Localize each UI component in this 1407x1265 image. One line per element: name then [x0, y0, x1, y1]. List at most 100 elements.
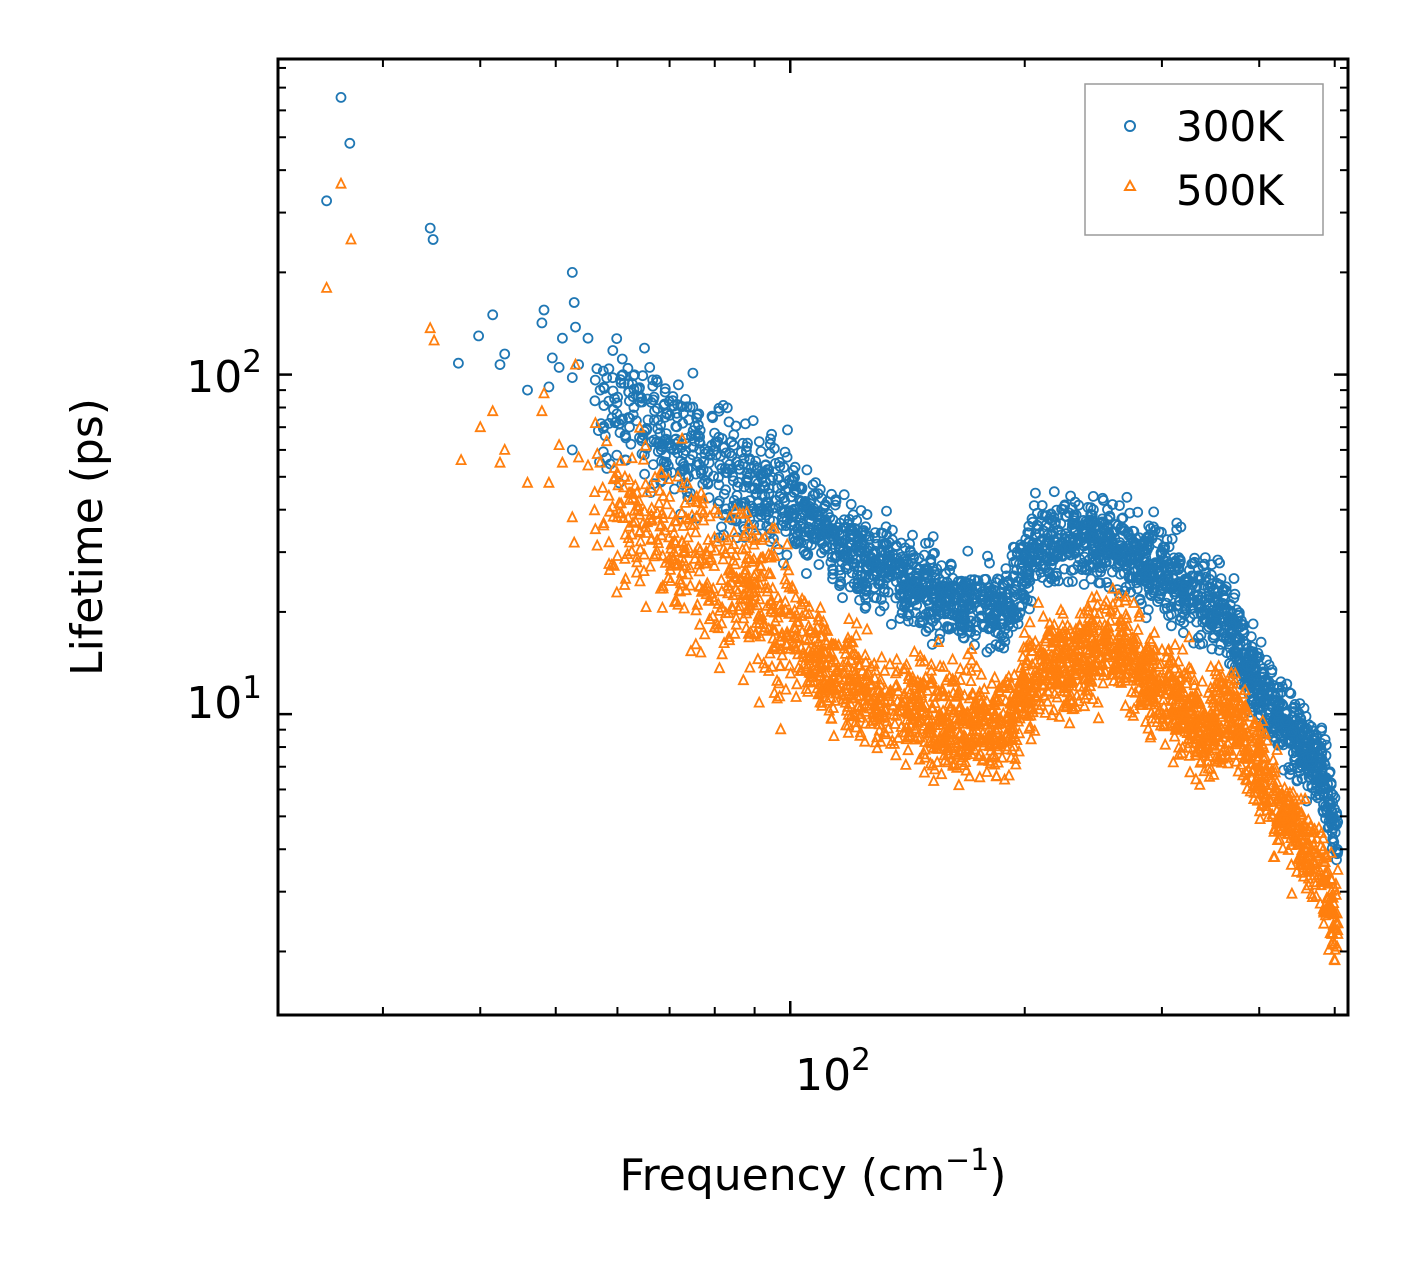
data-point-300k — [566, 266, 578, 278]
data-point-500k — [829, 693, 842, 706]
data-point-300k — [1255, 636, 1267, 648]
data-point-500k — [875, 650, 888, 663]
data-point-300k — [680, 393, 691, 405]
data-point-300k — [652, 414, 664, 426]
data-point-500k — [1148, 625, 1161, 638]
data-point-300k — [1107, 566, 1118, 578]
data-point-300k — [744, 482, 756, 494]
data-point-500k — [963, 769, 976, 782]
data-point-300k — [1318, 770, 1330, 782]
data-point-300k — [720, 503, 732, 515]
data-point-300k — [647, 394, 659, 406]
data-point-300k — [647, 374, 659, 386]
data-point-300k — [789, 461, 801, 473]
data-point-300k — [1247, 677, 1258, 688]
data-point-300k — [857, 580, 868, 592]
data-point-500k — [1183, 630, 1196, 643]
data-point-300k — [473, 330, 485, 342]
data-point-500k — [1314, 839, 1327, 852]
data-point-500k — [1188, 673, 1201, 685]
data-point-300k — [921, 564, 932, 576]
data-point-300k — [614, 427, 626, 439]
data-point-500k — [588, 485, 601, 498]
data-point-300k — [890, 540, 902, 551]
data-point-300k — [1027, 541, 1038, 553]
data-point-300k — [608, 404, 619, 416]
data-point-300k — [616, 370, 627, 382]
data-point-300k — [1148, 506, 1160, 518]
data-point-300k — [950, 584, 962, 596]
data-point-300k — [598, 381, 610, 393]
data-point-500k — [980, 764, 993, 777]
data-point-500k — [1256, 713, 1269, 726]
data-point-500k — [811, 620, 824, 633]
data-point-300k — [691, 412, 702, 424]
data-point-300k — [1168, 578, 1180, 590]
data-point-300k — [734, 463, 746, 475]
data-point-300k — [1220, 602, 1232, 614]
data-point-500k — [345, 232, 357, 245]
data-point-500k — [773, 676, 785, 689]
data-point-300k — [612, 391, 623, 403]
data-point-300k — [881, 505, 892, 517]
data-point-300k — [744, 454, 756, 466]
data-point-300k — [813, 518, 825, 530]
data-point-300k — [1312, 792, 1324, 804]
data-point-300k — [543, 381, 555, 393]
data-point-300k — [1174, 595, 1185, 607]
data-point-500k — [1009, 751, 1022, 764]
data-point-300k — [427, 234, 439, 245]
data-point-300k — [1315, 783, 1327, 795]
data-point-300k — [990, 591, 1001, 603]
data-point-300k — [582, 332, 594, 344]
data-point-300k — [837, 592, 848, 604]
data-point-300k — [958, 611, 970, 623]
data-point-300k — [649, 405, 660, 417]
data-point-300k — [1247, 646, 1259, 658]
data-point-300k — [775, 488, 786, 500]
data-point-500k — [899, 661, 912, 674]
data-point-300k — [871, 561, 883, 573]
data-point-300k — [1225, 613, 1237, 625]
data-point-300k — [1296, 773, 1308, 784]
data-point-300k — [749, 483, 760, 495]
data-point-300k — [652, 403, 663, 415]
data-point-300k — [1310, 785, 1322, 797]
data-point-300k — [859, 578, 871, 590]
data-point-300k — [692, 456, 703, 468]
data-point-300k — [628, 383, 640, 395]
data-point-300k — [1049, 545, 1060, 557]
data-point-300k — [1109, 550, 1121, 562]
data-point-300k — [934, 633, 945, 645]
data-point-300k — [1302, 752, 1314, 763]
data-point-300k — [1212, 586, 1224, 598]
data-point-300k — [1076, 561, 1088, 573]
data-point-500k — [653, 496, 665, 509]
data-point-300k — [1318, 799, 1329, 810]
data-point-500k — [827, 700, 840, 713]
data-point-300k — [1020, 555, 1032, 567]
data-point-300k — [962, 620, 974, 632]
data-point-300k — [1328, 836, 1340, 848]
data-point-300k — [737, 437, 749, 449]
data-point-300k — [687, 449, 698, 461]
data-point-300k — [1042, 577, 1054, 588]
data-point-500k — [614, 453, 627, 466]
data-point-300k — [814, 530, 826, 542]
data-point-300k — [1020, 533, 1032, 545]
data-point-500k — [802, 633, 815, 646]
data-point-500k — [594, 455, 607, 468]
data-point-300k — [1180, 581, 1191, 592]
data-point-500k — [742, 626, 755, 639]
data-point-300k — [607, 345, 619, 356]
data-point-300k — [1245, 660, 1256, 672]
data-point-300k — [1008, 541, 1019, 553]
data-point-500k — [625, 527, 638, 540]
data-point-300k — [344, 137, 356, 149]
data-point-300k — [1205, 569, 1217, 581]
data-point-500k — [1077, 606, 1090, 619]
data-point-500k — [823, 703, 836, 716]
data-point-500k — [843, 612, 855, 624]
data-point-300k — [887, 557, 898, 568]
data-point-300k — [669, 438, 681, 450]
